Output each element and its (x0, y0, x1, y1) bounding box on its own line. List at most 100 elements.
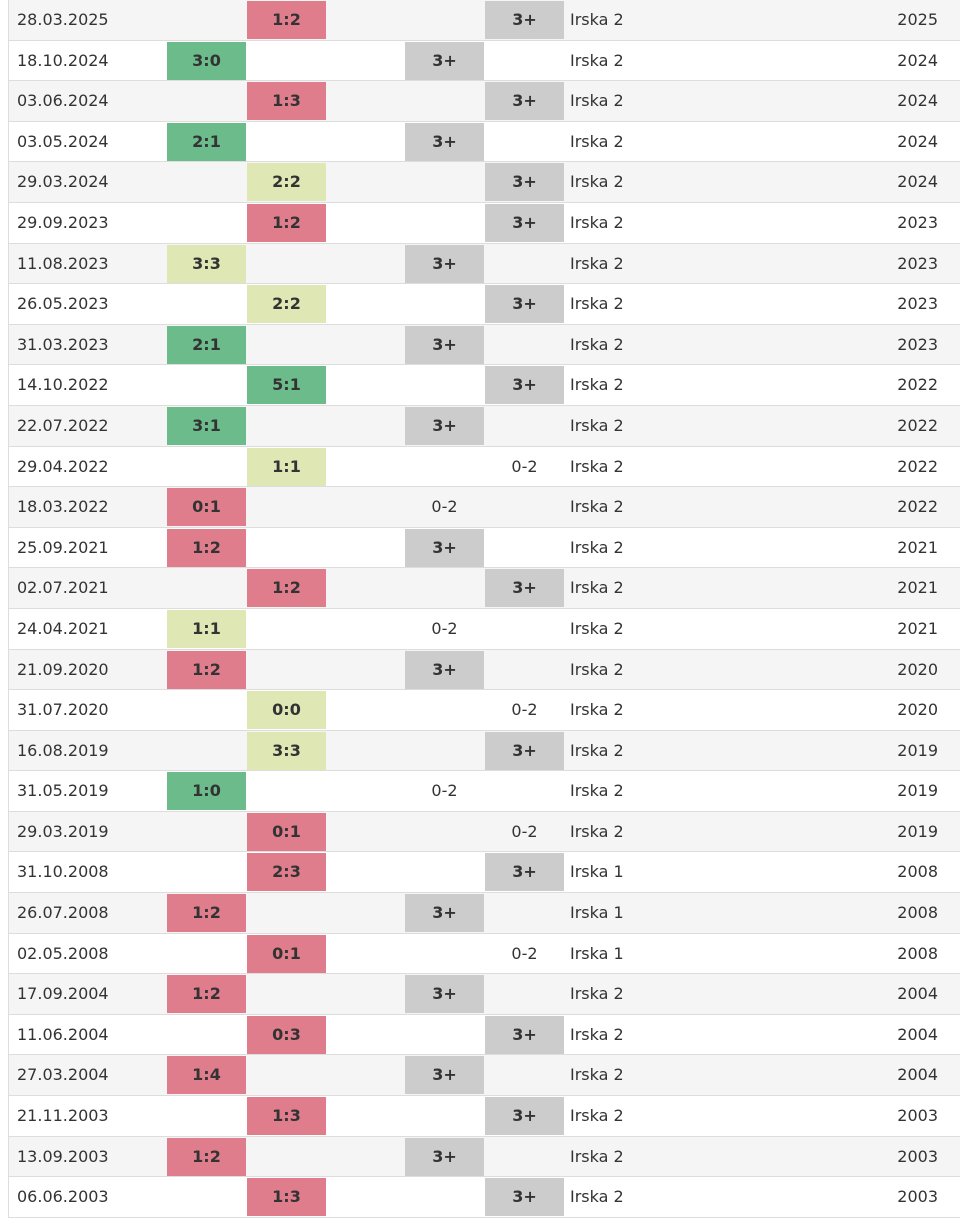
score-badge-draw: 2:2 (247, 163, 326, 202)
table-row[interactable]: 29.04.2022 1:1 0-2 Irska 2 2022 (8, 446, 960, 488)
goals-badge: 3+ (405, 41, 484, 80)
competition: Irska 2 (570, 456, 624, 476)
table-row[interactable]: 27.03.2004 1:4 3+ Irska 2 2004 (8, 1055, 960, 1097)
match-date: 03.06.2024 (17, 91, 109, 111)
table-row[interactable]: 13.09.2003 1:2 3+ Irska 2 2003 (8, 1136, 960, 1178)
table-row[interactable]: 11.08.2023 3:3 3+ Irska 2 2023 (8, 243, 960, 285)
goals-badge: 3+ (485, 163, 564, 202)
goals-badge: 3+ (405, 1056, 484, 1095)
table-row[interactable]: 02.05.2008 0:1 0-2 Irska 1 2008 (8, 933, 960, 975)
match-date: 11.06.2004 (17, 1024, 109, 1044)
table-row[interactable]: 26.05.2023 2:2 3+ Irska 2 2023 (8, 284, 960, 325)
table-row[interactable]: 17.09.2004 1:2 3+ Irska 2 2004 (8, 974, 960, 1015)
season-year: 2024 (897, 131, 938, 151)
season-year: 2008 (897, 943, 938, 963)
table-row[interactable]: 18.03.2022 0:1 0-2 Irska 2 2022 (8, 487, 960, 528)
table-row[interactable]: 29.03.2024 2:2 3+ Irska 2 2024 (8, 162, 960, 203)
goals-badge: 3+ (485, 82, 564, 121)
season-year: 2004 (897, 1024, 938, 1044)
goals-badge: 3+ (405, 122, 484, 161)
season-year: 2022 (897, 375, 938, 395)
match-date: 31.05.2019 (17, 781, 109, 801)
season-year: 2020 (897, 659, 938, 679)
competition: Irska 2 (570, 294, 624, 314)
table-row[interactable]: 16.08.2019 3:3 3+ Irska 2 2019 (8, 730, 960, 772)
competition: Irska 2 (570, 578, 624, 598)
table-row[interactable]: 26.07.2008 1:2 3+ Irska 1 2008 (8, 893, 960, 934)
table-row[interactable]: 28.03.2025 1:2 3+ Irska 2 2025 (8, 0, 960, 41)
table-row[interactable]: 31.03.2023 2:1 3+ Irska 2 2023 (8, 324, 960, 366)
table-row[interactable]: 29.09.2023 1:2 3+ Irska 2 2023 (8, 202, 960, 244)
goals-badge: 0-2 (511, 456, 538, 476)
table-row[interactable]: 31.10.2008 2:3 3+ Irska 1 2008 (8, 852, 960, 894)
competition: Irska 2 (570, 740, 624, 760)
competition: Irska 2 (570, 618, 624, 638)
season-year: 2021 (897, 578, 938, 598)
season-year: 2024 (897, 172, 938, 192)
season-year: 2019 (897, 740, 938, 760)
goals-badge: 0-2 (431, 497, 458, 517)
goals-badge: 0-2 (431, 781, 458, 801)
season-year: 2004 (897, 984, 938, 1004)
match-date: 18.10.2024 (17, 50, 109, 70)
match-date: 28.03.2025 (17, 10, 109, 29)
competition: Irska 2 (570, 375, 624, 395)
score-badge-loss: 1:2 (167, 975, 246, 1014)
goals-badge: 3+ (485, 366, 564, 405)
score-badge-loss: 1:3 (247, 82, 326, 121)
season-year: 2008 (897, 903, 938, 923)
season-year: 2023 (897, 294, 938, 314)
table-row[interactable]: 11.06.2004 0:3 3+ Irska 2 2004 (8, 1014, 960, 1056)
goals-badge: 3+ (405, 1137, 484, 1176)
table-row[interactable]: 25.09.2021 1:2 3+ Irska 2 2021 (8, 527, 960, 569)
table-row[interactable]: 14.10.2022 5:1 3+ Irska 2 2022 (8, 365, 960, 406)
table-row[interactable]: 29.03.2019 0:1 0-2 Irska 2 2019 (8, 811, 960, 853)
goals-badge: 3+ (405, 528, 484, 567)
score-badge-loss: 1:2 (167, 894, 246, 933)
goals-badge: 3+ (405, 244, 484, 283)
match-date: 21.09.2020 (17, 659, 109, 679)
score-badge-loss: 1:2 (167, 650, 246, 689)
match-date: 26.05.2023 (17, 294, 109, 314)
score-badge-loss: 1:2 (247, 569, 326, 608)
competition: Irska 2 (570, 1146, 624, 1166)
match-date: 11.08.2023 (17, 253, 109, 273)
table-row[interactable]: 31.07.2020 0:0 0-2 Irska 2 2020 (8, 690, 960, 731)
match-date: 21.11.2003 (17, 1106, 109, 1126)
match-date: 02.07.2021 (17, 578, 109, 598)
season-year: 2003 (897, 1146, 938, 1166)
match-date: 31.03.2023 (17, 334, 109, 354)
table-row[interactable]: 21.09.2020 1:2 3+ Irska 2 2020 (8, 649, 960, 691)
score-badge-loss: 0:1 (247, 812, 326, 851)
season-year: 2004 (897, 1065, 938, 1085)
season-year: 2003 (897, 1187, 938, 1207)
season-year: 2022 (897, 415, 938, 435)
competition: Irska 2 (570, 10, 624, 29)
table-row[interactable]: 18.10.2024 3:0 3+ Irska 2 2024 (8, 40, 960, 82)
goals-badge: 3+ (485, 1178, 564, 1217)
season-year: 2020 (897, 700, 938, 720)
match-date: 29.04.2022 (17, 456, 109, 476)
table-row[interactable]: 03.06.2024 1:3 3+ Irska 2 2024 (8, 81, 960, 122)
table-row[interactable]: 21.11.2003 1:3 3+ Irska 2 2003 (8, 1096, 960, 1137)
table-row[interactable]: 02.07.2021 1:2 3+ Irska 2 2021 (8, 568, 960, 609)
table-row[interactable]: 03.05.2024 2:1 3+ Irska 2 2024 (8, 121, 960, 163)
season-year: 2021 (897, 618, 938, 638)
match-date: 16.08.2019 (17, 740, 109, 760)
goals-badge: 3+ (405, 650, 484, 689)
table-row[interactable]: 31.05.2019 1:0 0-2 Irska 2 2019 (8, 771, 960, 812)
score-badge-win: 2:1 (167, 325, 246, 364)
table-row[interactable]: 24.04.2021 1:1 0-2 Irska 2 2021 (8, 608, 960, 650)
competition: Irska 2 (570, 415, 624, 435)
table-row[interactable]: 22.07.2022 3:1 3+ Irska 2 2022 (8, 405, 960, 447)
goals-badge: 3+ (405, 325, 484, 364)
score-badge-loss: 1:2 (167, 528, 246, 567)
table-row[interactable]: 06.06.2003 1:3 3+ Irska 2 2003 (8, 1177, 960, 1218)
match-date: 03.05.2024 (17, 131, 109, 151)
competition: Irska 1 (570, 943, 624, 963)
score-badge-draw: 1:1 (247, 447, 326, 486)
goals-badge: 3+ (405, 975, 484, 1014)
score-badge-loss: 1:3 (247, 1097, 326, 1136)
match-date: 26.07.2008 (17, 903, 109, 923)
competition: Irska 2 (570, 212, 624, 232)
